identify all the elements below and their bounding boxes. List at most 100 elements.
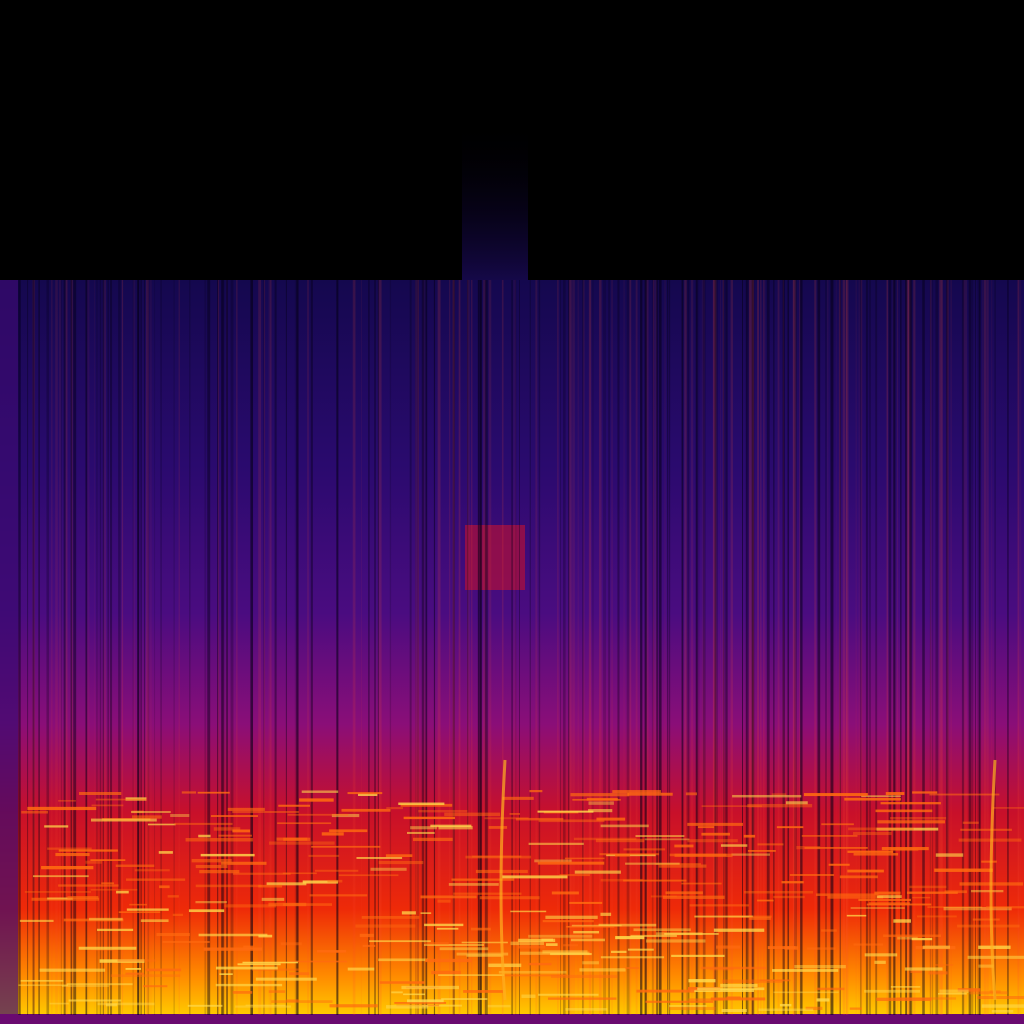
stripe (932, 280, 934, 1015)
stripe (773, 280, 775, 1015)
stripe (684, 280, 687, 1015)
harmonic (255, 977, 317, 981)
harmonic (721, 1009, 747, 1013)
stripe (968, 280, 971, 1015)
harmonic (981, 860, 997, 863)
harmonic (268, 990, 286, 993)
harmonic (658, 864, 707, 868)
stripe (723, 280, 725, 1015)
stripe (58, 280, 62, 1015)
harmonic (969, 991, 1008, 995)
harmonic (67, 896, 99, 899)
stripe (751, 280, 755, 1015)
harmonic (170, 814, 190, 818)
harmonic (232, 811, 299, 813)
harmonic (874, 960, 886, 964)
harmonic (97, 1002, 155, 1006)
harmonic (846, 914, 867, 917)
harmonic (386, 1005, 429, 1009)
harmonic (890, 847, 919, 852)
stripe (817, 280, 821, 1015)
harmonic (710, 997, 766, 1001)
stripe (640, 280, 643, 1015)
harmonic (688, 998, 724, 1001)
stripe (479, 280, 482, 1015)
stripe (963, 280, 965, 1015)
stripe (417, 280, 419, 1015)
harmonic (145, 968, 182, 972)
harmonic (425, 958, 472, 963)
harmonic (574, 870, 621, 874)
harmonic (909, 885, 947, 889)
harmonic (132, 815, 162, 819)
harmonic (185, 838, 253, 842)
harmonic (430, 824, 472, 828)
stripe (515, 280, 517, 1015)
harmonic (283, 903, 332, 906)
harmonic (158, 851, 173, 854)
stripe (945, 280, 949, 1015)
stripe (978, 280, 981, 1015)
harmonic (518, 938, 556, 943)
harmonic (219, 973, 233, 975)
harmonic (875, 809, 933, 813)
stripe (471, 280, 473, 1015)
stripe (892, 280, 894, 1015)
stripe (971, 280, 974, 1015)
harmonic (906, 891, 958, 894)
harmonic (864, 989, 921, 993)
harmonic (424, 942, 449, 945)
harmonic (664, 933, 719, 935)
stripe (268, 280, 272, 1015)
harmonic (579, 968, 626, 972)
stripe (777, 280, 780, 1015)
harmonic (503, 974, 567, 977)
harmonic (847, 850, 894, 853)
stripe (96, 280, 98, 1015)
harmonic (880, 802, 941, 805)
harmonic (542, 950, 588, 954)
stripe (258, 280, 262, 1015)
transient-burst (462, 120, 528, 280)
harmonic (147, 823, 176, 826)
harmonic (559, 874, 590, 877)
harmonic (690, 988, 755, 993)
harmonic (978, 945, 1011, 949)
harmonic (181, 791, 197, 794)
left-edge (0, 280, 18, 1020)
harmonic (564, 857, 605, 860)
harmonic (633, 928, 691, 932)
stripe (513, 280, 516, 1015)
stripe (426, 280, 428, 1015)
stripe (230, 280, 234, 1015)
stripe (310, 280, 313, 1015)
harmonic (423, 944, 484, 946)
stripe (720, 280, 721, 1015)
harmonic (767, 946, 796, 950)
stripe (147, 280, 150, 1015)
harmonic (911, 937, 933, 941)
harmonic (623, 848, 666, 851)
stripe (519, 280, 520, 1015)
harmonic (301, 790, 339, 793)
stripe (572, 280, 575, 1015)
stripe (204, 280, 207, 1015)
stripe (577, 280, 580, 1015)
stripe (961, 280, 965, 1015)
stripe (645, 280, 649, 1015)
harmonic (625, 862, 680, 865)
harmonic (268, 902, 307, 907)
harmonic (534, 859, 572, 863)
stripe (695, 280, 698, 1015)
harmonic (362, 944, 376, 947)
harmonic (847, 869, 884, 873)
stripe (749, 280, 751, 1015)
stripe (60, 280, 62, 1015)
harmonic (466, 954, 503, 957)
harmonic (126, 908, 169, 911)
harmonic (258, 934, 273, 938)
stripe (417, 280, 419, 1015)
stripe (581, 280, 584, 1015)
stripe (860, 280, 863, 1015)
stripe (70, 280, 74, 1015)
